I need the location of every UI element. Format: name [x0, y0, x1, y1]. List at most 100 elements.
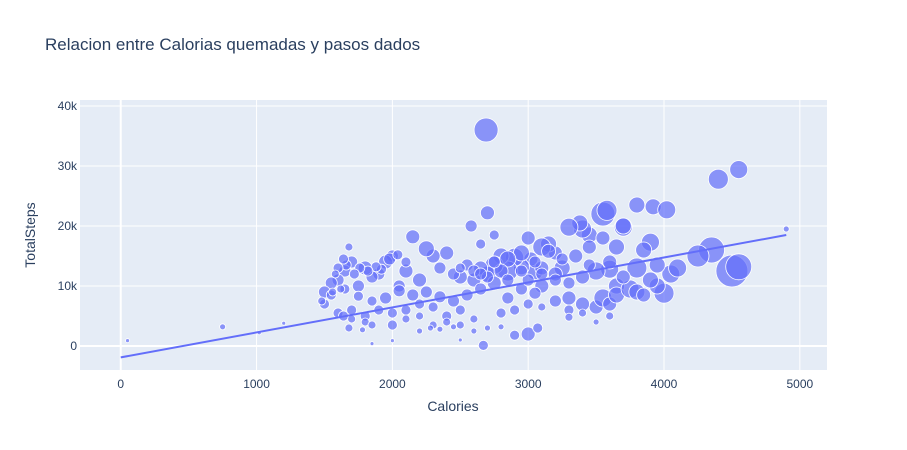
data-point	[648, 256, 666, 274]
data-point	[353, 290, 364, 302]
data-point	[417, 240, 435, 258]
data-point	[782, 225, 790, 233]
data-point	[415, 311, 424, 321]
data-point	[400, 256, 412, 268]
x-tick-label: 0	[117, 377, 124, 391]
data-point	[477, 339, 489, 351]
data-point	[419, 285, 433, 299]
data-point	[336, 284, 346, 294]
data-point	[447, 294, 460, 308]
data-point	[455, 320, 465, 330]
data-point	[457, 337, 463, 343]
y-tick-label: 20k	[58, 219, 78, 233]
data-point	[344, 323, 354, 333]
data-point	[475, 238, 487, 250]
data-point	[442, 317, 452, 327]
data-point	[348, 268, 360, 280]
data-point	[436, 325, 444, 333]
data-point	[668, 258, 687, 278]
y-axis-title: TotalSteps	[22, 202, 38, 267]
data-point	[480, 205, 495, 221]
data-point	[344, 242, 354, 252]
data-point	[495, 307, 507, 319]
data-point	[635, 241, 653, 259]
data-point	[501, 273, 515, 287]
data-point	[520, 326, 536, 342]
data-point	[281, 320, 287, 326]
data-point	[412, 272, 427, 288]
data-point	[520, 230, 536, 246]
data-point	[439, 245, 455, 261]
data-point	[628, 196, 646, 214]
x-tick-label: 3000	[515, 377, 542, 391]
data-point	[386, 319, 398, 331]
data-point	[595, 230, 611, 246]
x-tick-label: 4000	[651, 377, 678, 391]
data-point	[528, 286, 542, 300]
data-point	[433, 290, 447, 304]
data-point	[564, 312, 574, 322]
data-point	[605, 311, 615, 321]
data-point	[464, 219, 478, 233]
data-point	[509, 304, 521, 316]
data-point	[427, 324, 434, 332]
data-point	[484, 324, 491, 332]
data-point	[515, 264, 528, 278]
data-points	[125, 117, 790, 351]
data-point	[473, 117, 499, 143]
data-point	[328, 287, 338, 297]
data-point	[581, 239, 597, 255]
y-tick-label: 10k	[58, 279, 78, 293]
data-point	[379, 291, 392, 305]
x-tick-label: 5000	[786, 377, 813, 391]
data-point	[474, 267, 488, 281]
data-point	[497, 323, 505, 331]
data-point	[596, 199, 618, 221]
data-point	[369, 341, 375, 347]
data-point	[657, 200, 677, 220]
data-point	[392, 249, 404, 261]
data-point	[352, 279, 365, 293]
data-point	[725, 253, 753, 281]
data-point	[614, 217, 632, 235]
y-tick-labels: 0 10k 20k 30k 40k	[58, 99, 78, 353]
data-point	[537, 302, 547, 312]
data-point	[359, 326, 366, 334]
data-point	[686, 244, 710, 268]
data-point	[416, 327, 423, 335]
data-point	[592, 318, 600, 326]
data-point	[367, 320, 377, 330]
data-point	[528, 255, 542, 269]
data-point	[474, 282, 488, 296]
data-point	[548, 294, 562, 308]
data-point	[582, 258, 596, 272]
data-point	[450, 323, 457, 331]
data-point	[532, 322, 544, 334]
data-point	[729, 160, 749, 180]
data-point	[469, 314, 479, 324]
data-point	[561, 290, 577, 306]
data-point	[559, 217, 579, 237]
x-tick-label: 2000	[379, 377, 406, 391]
data-point	[366, 295, 378, 307]
data-point	[608, 238, 625, 256]
data-point	[602, 254, 618, 270]
y-tick-label: 0	[70, 339, 77, 353]
data-point	[454, 262, 466, 274]
data-point	[578, 308, 587, 318]
data-point	[433, 261, 447, 275]
data-point	[642, 271, 659, 289]
data-point	[454, 304, 466, 316]
data-point	[488, 229, 500, 241]
x-axis-title: Calories	[427, 398, 478, 414]
data-point	[317, 296, 327, 306]
data-point	[125, 338, 130, 344]
data-point	[487, 255, 501, 269]
data-point	[427, 301, 439, 313]
y-tick-label: 30k	[58, 159, 78, 173]
data-point	[470, 327, 478, 335]
y-tick-label: 40k	[58, 99, 78, 113]
data-point	[330, 269, 340, 279]
chart-title: Relacion entre Calorias quemadas y pasos…	[45, 35, 420, 54]
